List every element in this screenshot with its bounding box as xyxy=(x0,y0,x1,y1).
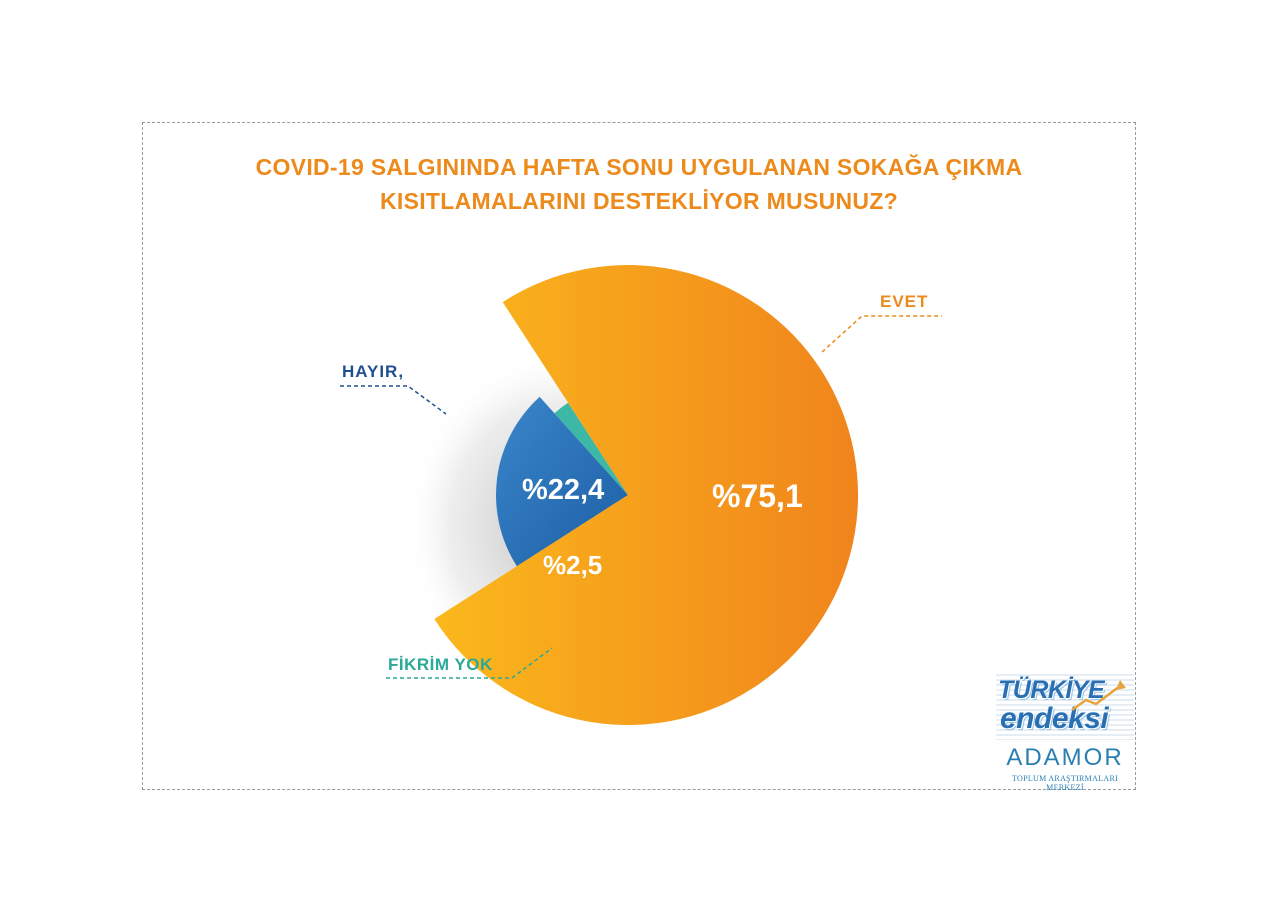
slice-category-label-hayir: HAYIR, xyxy=(342,362,405,381)
turkiye-endeksi-adamor-logo: TÜRKİYE endeksi ADAMOR TOPLUM ARAŞTIRMAL… xyxy=(988,672,1134,792)
logo-text-endeksi: endeksi xyxy=(1000,702,1109,735)
chart-title-line-2: KISITLAMALARINI DESTEKLİYOR MUSUNUZ? xyxy=(379,188,899,214)
pie-slice-fikrim-yok xyxy=(554,402,628,495)
slice-value-label-fikrim-yok: %2,5 xyxy=(543,550,603,580)
chart-frame xyxy=(142,122,1136,790)
logo-text-adamor: ADAMOR xyxy=(1006,744,1124,771)
leader-line-evet xyxy=(821,315,942,353)
chart-title-line-1: COVID-19 SALGININDA HAFTA SONU UYGULANAN… xyxy=(255,154,1023,180)
pie-slice-hayir xyxy=(495,396,628,567)
slice-value-label-evet: %75,1 xyxy=(712,478,803,514)
chart-title: COVID-19 SALGININDA HAFTA SONU UYGULANAN… xyxy=(142,150,1136,218)
slice-category-label-evet: EVET xyxy=(880,292,929,311)
logo-text-subtitle: TOPLUM ARAŞTIRMALARI MERKEZİ xyxy=(1011,774,1119,792)
pie-slice-evet xyxy=(434,265,858,725)
logo-background-lines xyxy=(996,674,1134,740)
slice-value-label-hayir: %22,4 xyxy=(522,474,605,506)
leader-line-hayir xyxy=(340,385,447,415)
leader-line-fikrim-yok xyxy=(386,647,553,679)
slice-category-label-fikrim-yok: FİKRİM YOK xyxy=(388,655,493,674)
trend-arrow-icon xyxy=(1071,680,1126,712)
